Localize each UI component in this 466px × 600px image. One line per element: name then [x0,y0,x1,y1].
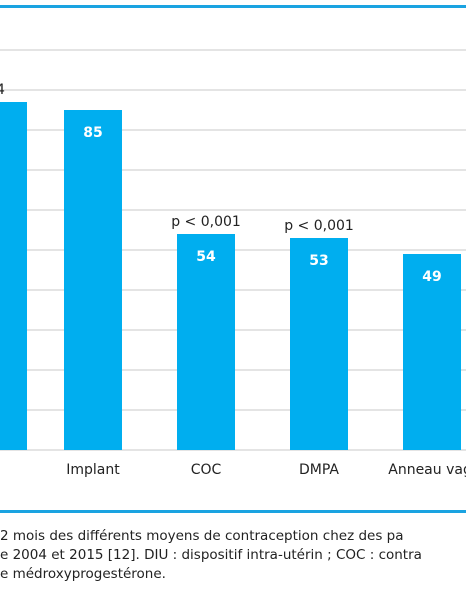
bar-chart: 04 85 Implant 54 p < 0,001 COC 53 p < 0,001 DMPA… [0,49,466,478]
bottom-rule [0,510,466,513]
bar-annotation: 04 [0,82,5,98]
category-label: COC [191,462,222,478]
bar-annotation: p < 0,001 [171,214,241,230]
bar-value-label: 85 [83,125,102,141]
figure-caption: 2 mois des différents moyens de contrace… [0,527,466,584]
bar-value-label: 49 [422,269,441,285]
labels: 04 85 Implant 54 p < 0,001 COC 53 p < 0,001 DMPA… [0,82,466,478]
bar [290,238,348,450]
caption-line-1: 2 mois des différents moyens de contrace… [0,528,404,544]
category-label: Implant [66,462,120,478]
category-label: Anneau vagi [388,462,466,478]
bar [403,254,461,450]
bar [64,110,122,450]
caption-line-2: e 2004 et 2015 [12]. DIU : dispositif in… [0,547,422,563]
bar-value-label: 53 [309,253,328,269]
category-label: DMPA [299,462,339,478]
bar [177,234,235,450]
caption-line-3: e médroxyprogestérone. [0,566,166,582]
bars [0,102,461,450]
bar-annotation: p < 0,001 [284,218,354,234]
top-rule [0,5,466,8]
bar-value-label: 54 [196,249,216,265]
bar [0,102,27,450]
